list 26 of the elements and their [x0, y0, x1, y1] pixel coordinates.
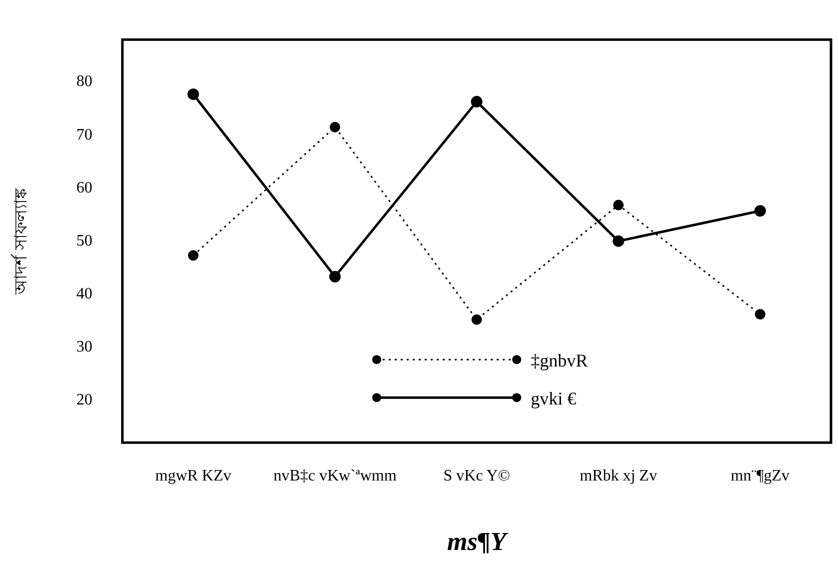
- y-tick-label: 70: [76, 126, 92, 144]
- x-tick-label: S vKc Y©: [443, 467, 510, 484]
- y-tick-label: 30: [76, 338, 92, 356]
- y-tick-label: 40: [76, 285, 92, 302]
- y-tick-label: 80: [76, 73, 92, 90]
- point: [471, 314, 482, 325]
- point: [330, 122, 340, 132]
- x-tick-label: mRbk xj Zv: [580, 467, 658, 484]
- point: [612, 235, 624, 247]
- x-tick-label: mgwR KZv: [155, 467, 232, 484]
- point: [613, 200, 624, 210]
- y-tick-label: 20: [76, 391, 92, 408]
- legend-label: ‡gnbvR: [530, 350, 588, 370]
- y-tick-label: 60: [76, 179, 92, 196]
- point: [470, 96, 482, 108]
- point: [188, 88, 200, 100]
- legend-label: gvki €: [530, 388, 576, 408]
- y-tick-label: 50: [76, 232, 92, 250]
- point: [754, 309, 766, 320]
- x-axis-title: ms¶Y: [447, 527, 508, 556]
- point: [329, 270, 341, 282]
- y-axis-title: আদর্শ সাফল্যাঙ্ক: [10, 188, 32, 296]
- x-tick-label: mn¨¶gZv: [730, 467, 790, 484]
- x-tick-label: nvB‡c vKw`ªwmm: [273, 467, 398, 484]
- point: [754, 205, 766, 217]
- point: [188, 250, 199, 261]
